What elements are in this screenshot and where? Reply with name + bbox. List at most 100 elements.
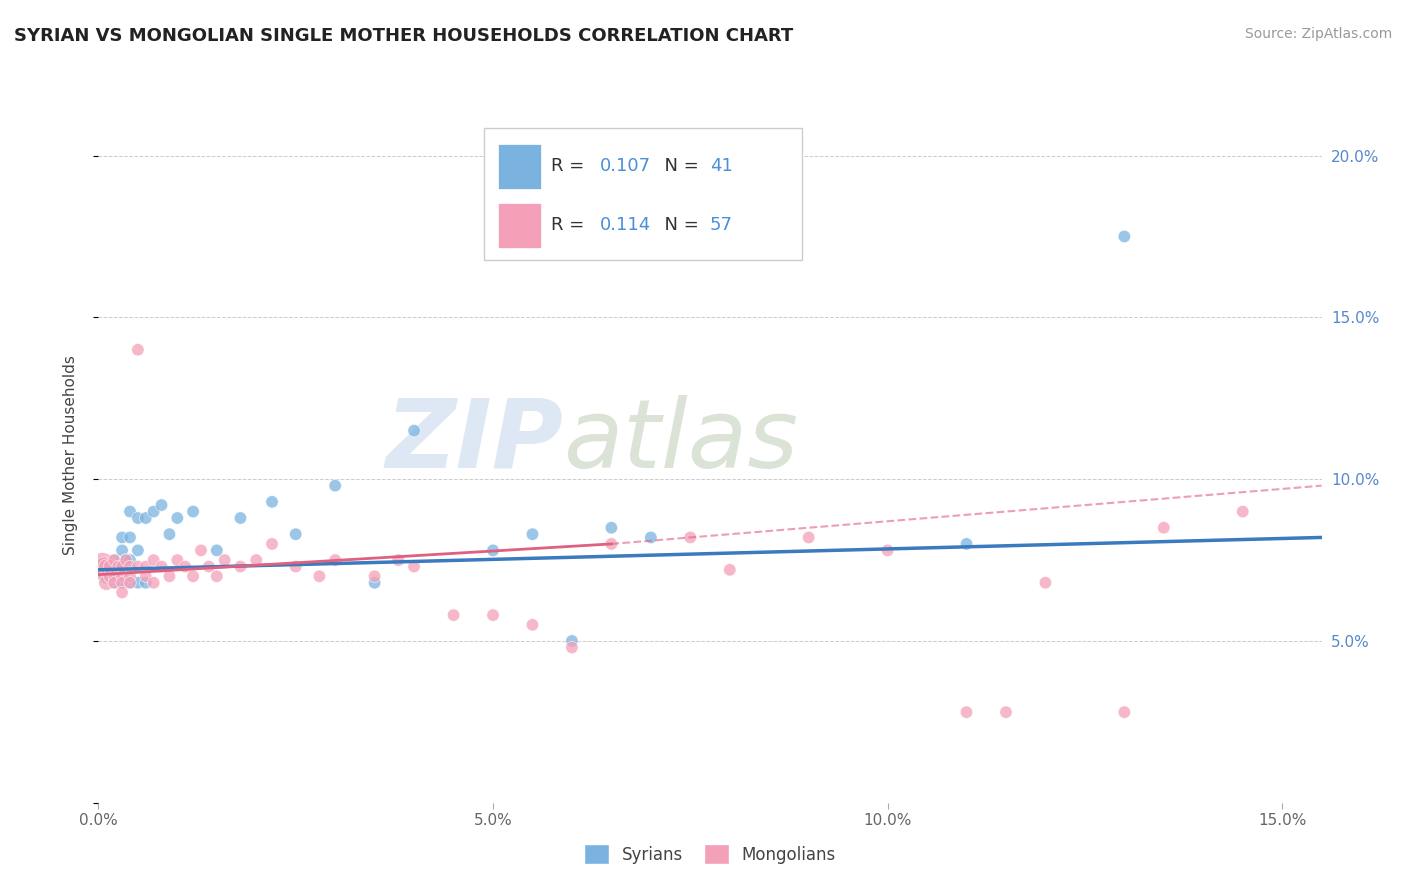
Point — [190, 543, 212, 558]
Point — [205, 569, 228, 583]
Point — [198, 559, 221, 574]
Point — [111, 559, 134, 574]
Text: ZIP: ZIP — [385, 394, 564, 488]
Text: 0.114: 0.114 — [600, 217, 651, 235]
Point — [103, 569, 125, 583]
Point — [98, 559, 121, 574]
Point — [93, 559, 115, 574]
Point — [214, 553, 236, 567]
Point — [994, 705, 1017, 719]
Point — [284, 527, 307, 541]
Point — [142, 553, 165, 567]
Point — [111, 585, 134, 599]
FancyBboxPatch shape — [484, 128, 801, 260]
Point — [118, 575, 141, 590]
Point — [404, 424, 426, 438]
Point — [111, 543, 134, 558]
Y-axis label: Single Mother Households: Single Mother Households — [63, 355, 77, 555]
Point — [103, 575, 125, 590]
Point — [260, 537, 283, 551]
Point — [522, 617, 544, 632]
Text: N =: N = — [652, 157, 704, 175]
Point — [118, 559, 141, 574]
Point — [363, 575, 385, 590]
Point — [245, 553, 267, 567]
Point — [205, 543, 228, 558]
Point — [363, 569, 385, 583]
Point — [323, 553, 346, 567]
Point — [482, 608, 505, 623]
Point — [174, 559, 197, 574]
Text: N =: N = — [652, 217, 704, 235]
Point — [127, 543, 149, 558]
Point — [127, 343, 149, 357]
Text: R =: R = — [551, 157, 591, 175]
Point — [443, 608, 465, 623]
FancyBboxPatch shape — [498, 144, 541, 189]
Point — [142, 575, 165, 590]
Point — [561, 640, 583, 655]
Point — [135, 559, 157, 574]
Point — [115, 553, 138, 567]
Point — [111, 575, 134, 590]
Point — [166, 553, 188, 567]
Point — [229, 511, 252, 525]
Point — [797, 531, 820, 545]
Point — [1114, 229, 1136, 244]
Point — [96, 575, 118, 590]
Point — [150, 559, 173, 574]
Point — [876, 543, 898, 558]
Point — [522, 527, 544, 541]
Text: Source: ZipAtlas.com: Source: ZipAtlas.com — [1244, 27, 1392, 41]
Point — [91, 559, 114, 574]
Point — [1035, 575, 1057, 590]
Point — [103, 569, 125, 583]
Point — [482, 543, 505, 558]
Point — [640, 531, 662, 545]
Point — [96, 569, 118, 583]
Point — [561, 634, 583, 648]
Text: atlas: atlas — [564, 394, 799, 488]
Legend: Syrians, Mongolians: Syrians, Mongolians — [578, 838, 842, 871]
Point — [1153, 521, 1175, 535]
Point — [111, 569, 134, 583]
Point — [135, 569, 157, 583]
Point — [127, 511, 149, 525]
Point — [107, 559, 129, 574]
Point — [229, 559, 252, 574]
FancyBboxPatch shape — [498, 202, 541, 248]
Point — [98, 563, 121, 577]
Point — [111, 575, 134, 590]
Point — [111, 531, 134, 545]
Point — [135, 511, 157, 525]
Text: R =: R = — [551, 217, 591, 235]
Point — [118, 569, 141, 583]
Point — [118, 504, 141, 518]
Point — [115, 553, 138, 567]
Point — [142, 504, 165, 518]
Point — [404, 559, 426, 574]
Point — [718, 563, 741, 577]
Point — [181, 569, 204, 583]
Point — [600, 521, 623, 535]
Point — [96, 559, 118, 574]
Text: 41: 41 — [710, 157, 733, 175]
Point — [107, 559, 129, 574]
Text: 0.107: 0.107 — [600, 157, 651, 175]
Point — [679, 531, 702, 545]
Point — [159, 527, 181, 541]
Point — [1232, 504, 1254, 518]
Point — [166, 511, 188, 525]
Point — [308, 569, 330, 583]
Point — [284, 559, 307, 574]
Point — [600, 537, 623, 551]
Point — [159, 569, 181, 583]
Point — [1114, 705, 1136, 719]
Point — [127, 575, 149, 590]
Point — [103, 575, 125, 590]
Point — [103, 553, 125, 567]
Point — [387, 553, 409, 567]
Point — [103, 553, 125, 567]
Point — [150, 498, 173, 512]
Point — [96, 559, 118, 574]
